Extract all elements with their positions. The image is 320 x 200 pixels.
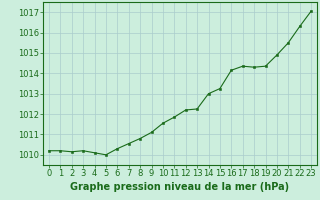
X-axis label: Graphe pression niveau de la mer (hPa): Graphe pression niveau de la mer (hPa) xyxy=(70,182,290,192)
